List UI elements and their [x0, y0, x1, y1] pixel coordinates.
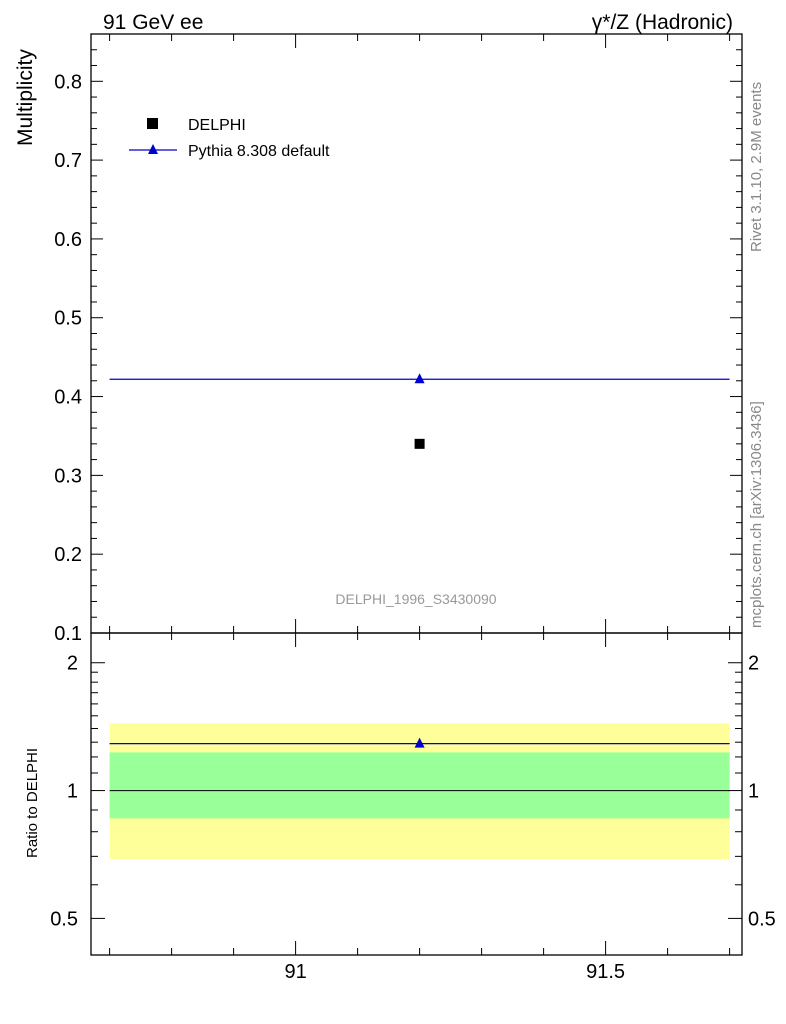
delphi-point [414, 438, 425, 449]
legend-marker-pythia [148, 144, 158, 154]
main-ytick-label: 0.3 [54, 465, 82, 487]
ratio-ytick-label-right: 2 [748, 653, 759, 675]
legend-marker-delphi [147, 118, 158, 129]
header-right: γ*/Z (Hadronic) [592, 11, 733, 34]
header-left: 91 GeV ee [103, 11, 203, 34]
ratio-ytick-label-left: 1 [67, 781, 78, 803]
legend: DELPHI Pythia 8.308 default [129, 117, 330, 160]
plot-layer: 0.1 0.2 0.3 0.4 0.5 0.6 0.7 0.8 91 91.5 0.5 0.5 1 1 2 2 [50, 33, 776, 983]
main-ytick-label: 0.4 [54, 387, 82, 409]
main-ylabel: Multiplicity [14, 49, 37, 146]
pythia-point [414, 373, 425, 384]
main-ytick-label: 0.7 [54, 150, 82, 172]
analysis-watermark: DELPHI_1996_S3430090 [335, 591, 496, 607]
ratio-pythia-point [414, 737, 425, 748]
ratio-xtick-label: 91.5 [586, 961, 625, 983]
rivet-version-text: Rivet 3.1.10, 2.9M events [748, 82, 765, 252]
ratio-xtick-label: 91 [284, 961, 306, 983]
main-ytick-label: 0.2 [54, 544, 82, 566]
legend-label-delphi: DELPHI [188, 117, 246, 134]
mcplots-text: mcplots.cern.ch [arXiv:1306.3436] [748, 401, 765, 628]
main-ytick-label: 0.6 [54, 229, 82, 251]
ratio-ytick-label-right: 1 [748, 781, 759, 803]
ratio-band-inner [109, 752, 730, 819]
ratio-plot-frame [90, 632, 743, 956]
main-ytick-label: 0.5 [54, 308, 82, 330]
main-ytick-label: 0.8 [54, 71, 82, 93]
legend-label-pythia: Pythia 8.308 default [188, 143, 330, 160]
main-ytick-label: 0.1 [54, 623, 82, 645]
ratio-ytick-label-right: 0.5 [748, 908, 776, 930]
ratio-ytick-label-left: 2 [67, 653, 78, 675]
ratio-ylabel: Ratio to DELPHI [24, 748, 41, 858]
ratio-ytick-label-left: 0.5 [50, 908, 78, 930]
